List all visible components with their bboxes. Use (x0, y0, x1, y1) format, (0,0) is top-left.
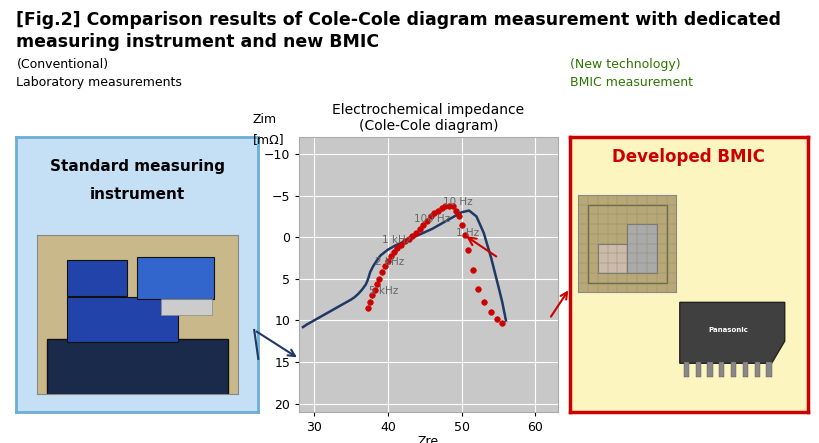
Text: Laboratory measurements: Laboratory measurements (16, 76, 182, 89)
Point (391, 245, 404, 252)
Point (490, 315, 503, 323)
Point (401, 235, 414, 242)
Point (387, 249, 400, 256)
Bar (695, 362, 700, 377)
Point (365, 292, 378, 299)
Point (446, 203, 459, 210)
Point (431, 207, 444, 214)
Point (428, 210, 441, 217)
Text: BMIC measurement: BMIC measurement (569, 76, 692, 89)
Bar (587, 205, 666, 283)
Text: 1 kHz: 1 kHz (382, 235, 410, 245)
Text: [mΩ]: [mΩ] (252, 132, 284, 146)
Bar (766, 362, 771, 377)
Point (471, 285, 484, 292)
Bar (597, 244, 627, 273)
Point (477, 299, 490, 306)
Bar (730, 362, 735, 377)
Point (361, 304, 374, 311)
Point (363, 299, 376, 306)
Text: (New technology): (New technology) (569, 58, 680, 71)
Text: 1 Hz: 1 Hz (456, 228, 479, 238)
Point (375, 268, 388, 276)
Point (495, 319, 508, 326)
Point (405, 233, 419, 240)
Point (368, 286, 381, 293)
Text: Standard measuring: Standard measuring (50, 159, 224, 174)
Point (435, 205, 448, 212)
Text: Panasonic: Panasonic (708, 327, 748, 333)
Bar (753, 362, 759, 377)
Text: [Fig.2] Comparison results of Cole-Cole diagram measurement with dedicated: [Fig.2] Comparison results of Cole-Cole … (16, 11, 781, 29)
Point (409, 229, 422, 237)
Point (378, 263, 391, 270)
Point (413, 225, 426, 233)
Point (384, 253, 397, 260)
Point (458, 231, 471, 238)
Text: 5 kHz: 5 kHz (369, 286, 398, 296)
Point (381, 258, 394, 265)
Point (451, 213, 464, 220)
Point (420, 217, 433, 224)
Bar (627, 224, 656, 273)
Text: instrument: instrument (89, 187, 185, 202)
Point (423, 213, 437, 220)
Bar (161, 299, 211, 315)
Point (449, 207, 462, 214)
Point (370, 280, 383, 288)
Text: 10 Hz: 10 Hz (442, 197, 473, 207)
Text: Developed BMIC: Developed BMIC (612, 148, 764, 166)
Text: 2 kHz: 2 kHz (374, 257, 403, 267)
Bar (707, 362, 712, 377)
Bar (67, 297, 177, 342)
Bar (67, 260, 127, 295)
Point (484, 309, 497, 316)
Bar (137, 257, 214, 299)
Text: Zim: Zim (252, 113, 277, 126)
Point (460, 246, 473, 253)
Bar (742, 362, 747, 377)
Text: measuring instrument and new BMIC: measuring instrument and new BMIC (16, 33, 379, 51)
Point (442, 202, 455, 209)
Point (438, 203, 451, 210)
Title: Electrochemical impedance
(Cole-Cole diagram): Electrochemical impedance (Cole-Cole dia… (332, 103, 524, 133)
Bar (683, 362, 688, 377)
Text: (Conventional): (Conventional) (16, 58, 108, 71)
Bar (718, 362, 723, 377)
Point (455, 221, 468, 228)
Text: 100 Hz: 100 Hz (414, 214, 450, 224)
Point (398, 238, 411, 245)
Polygon shape (679, 302, 784, 363)
Point (372, 275, 385, 282)
X-axis label: Zre
[mΩ]: Zre [mΩ] (412, 435, 444, 443)
Point (465, 267, 478, 274)
Point (394, 241, 407, 248)
Bar (47, 338, 228, 394)
Point (416, 221, 429, 228)
